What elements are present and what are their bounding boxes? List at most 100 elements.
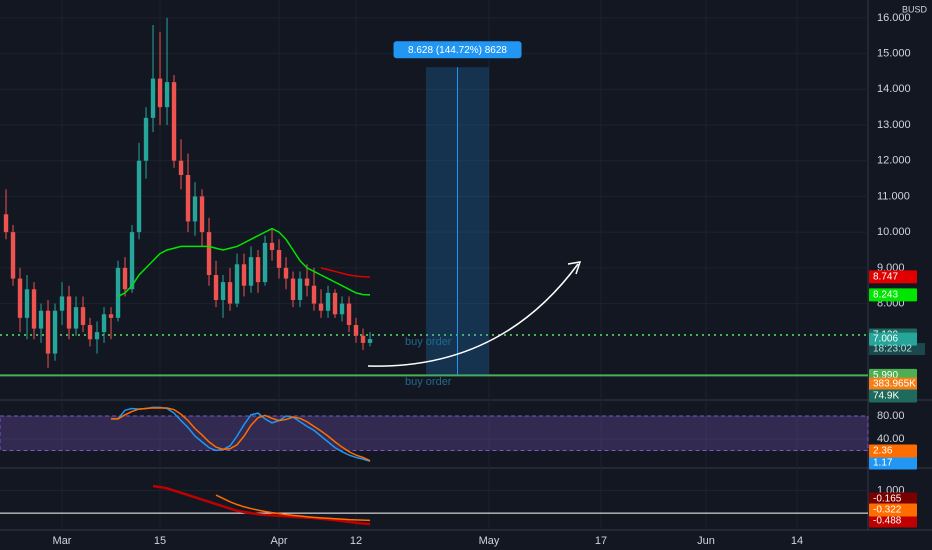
candle-body <box>80 307 86 325</box>
candle-body <box>360 335 366 343</box>
candle-body <box>122 267 128 290</box>
moving-average <box>320 267 371 278</box>
price-tag <box>869 492 917 506</box>
price-tag-label: 8.747 <box>873 272 898 283</box>
candle-body <box>17 278 23 318</box>
price-tag-label: 74.9K <box>873 391 899 402</box>
candle-body <box>10 232 16 279</box>
candle-body <box>206 232 212 275</box>
countdown: 18:23:02 <box>873 344 912 355</box>
symbol: BUSD <box>902 4 928 14</box>
y-tick-label: 11.000 <box>877 190 910 202</box>
candle-body <box>129 232 135 290</box>
measure-label: 8.628 (144.72%) 8628 <box>408 45 507 56</box>
price-tag-label: 1.17 <box>873 458 893 469</box>
candle-body <box>220 282 226 300</box>
candle-body <box>234 264 240 304</box>
candle-body <box>157 78 163 108</box>
candle-body <box>45 310 51 354</box>
candle-body <box>150 78 156 118</box>
candle-body <box>213 275 219 300</box>
candle-body <box>136 160 142 233</box>
trend-arrow-head <box>567 261 582 275</box>
y-tick-label: 16.000 <box>877 12 911 24</box>
candle-body <box>94 332 100 340</box>
candle-body <box>178 160 184 175</box>
annotation: buy order <box>405 376 452 388</box>
candle-body <box>31 289 37 329</box>
price-tag <box>869 503 917 517</box>
candle-body <box>115 267 121 318</box>
price-tag-label: 5.990 <box>873 370 898 381</box>
price-tag-label: -0.165 <box>873 494 902 505</box>
x-tick-label: 17 <box>595 535 607 547</box>
moving-average <box>117 227 371 298</box>
candle-body <box>192 196 198 222</box>
candle-body <box>38 310 44 329</box>
y-tick-label: 13.000 <box>877 119 911 131</box>
x-tick-label: 15 <box>154 535 166 547</box>
symbol-badge <box>910 3 930 17</box>
indicator-line <box>215 494 371 522</box>
y-tick-label: 14.000 <box>877 83 911 95</box>
candle-body <box>241 264 247 286</box>
candle-body <box>353 325 359 336</box>
x-tick-label: 12 <box>350 535 362 547</box>
candle-body <box>164 82 170 108</box>
candle-body <box>143 117 149 161</box>
candle-body <box>339 303 345 315</box>
candle-body <box>59 296 65 311</box>
price-tag-label: 2.36 <box>873 446 893 457</box>
candle-body <box>262 242 268 283</box>
x-tick-label: 14 <box>791 535 803 547</box>
candle-body <box>3 214 9 233</box>
price-tag <box>869 377 917 391</box>
trend-arrow <box>367 263 579 367</box>
price-tag <box>869 444 917 458</box>
price-tag-label: 7.006 <box>873 334 898 345</box>
candle-body <box>255 257 261 283</box>
candle-body <box>297 278 303 300</box>
candle-body <box>248 257 254 286</box>
candle-body <box>87 325 93 340</box>
candle-body <box>66 296 72 329</box>
candle-body <box>276 250 282 268</box>
indicator-line <box>152 484 371 526</box>
band <box>0 415 869 452</box>
y-tick-label: 12.000 <box>877 155 911 167</box>
y-tick-label: 40.00 <box>877 433 905 445</box>
price-tag <box>869 288 917 302</box>
x-tick-label: Jun <box>697 535 715 547</box>
indicator-line <box>111 407 371 462</box>
price-tag-label: -0.322 <box>873 505 902 516</box>
candle-body <box>227 282 233 304</box>
y-tick-label: 80.00 <box>877 410 905 422</box>
price-tag <box>869 389 917 403</box>
countdown-bg <box>869 343 925 356</box>
price-tag <box>869 456 917 470</box>
price-tag-label: 383.965K <box>873 379 916 390</box>
candle-body <box>108 314 114 318</box>
candle-body <box>24 289 30 318</box>
candle-body <box>283 267 289 279</box>
candle-body <box>311 285 317 304</box>
candle-body <box>101 314 107 333</box>
candle-body <box>367 339 373 343</box>
y-tick-label: 15.000 <box>877 47 911 59</box>
x-tick-label: Mar <box>53 535 72 547</box>
measure-label-bg <box>393 41 522 59</box>
y-tick-label: 10.000 <box>877 226 911 238</box>
candle-body <box>52 310 58 354</box>
price-tag <box>869 332 917 346</box>
candle-body <box>185 175 191 222</box>
candle-body <box>290 278 296 300</box>
candle-body <box>171 82 177 161</box>
candle-body <box>346 303 352 325</box>
price-tag <box>869 270 917 284</box>
price-tag-label: 8.243 <box>873 290 898 301</box>
x-tick-label: Apr <box>270 535 287 547</box>
candle-body <box>332 292 338 315</box>
price-tag <box>869 514 917 528</box>
